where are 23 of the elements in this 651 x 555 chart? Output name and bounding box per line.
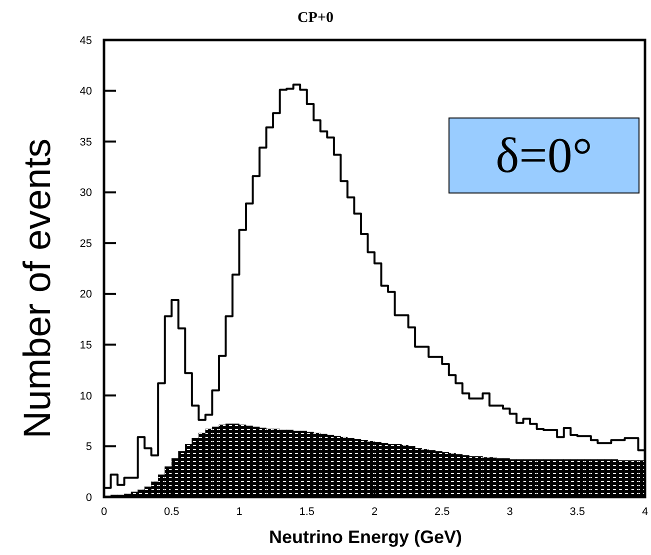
y-tick-label: 20 [80, 288, 92, 301]
y-tick-label: 40 [80, 86, 92, 98]
y-tick-label: 15 [80, 340, 92, 352]
x-tick-label: 2.5 [434, 506, 450, 518]
annotation: δ=0° [496, 127, 592, 183]
x-tick-label: 1.5 [299, 506, 315, 518]
x-tick-label: 1 [236, 506, 242, 518]
y-tick-label: 5 [86, 441, 92, 454]
x-tick-label: 2 [371, 506, 378, 518]
y-axis-title: Number of events [17, 138, 59, 438]
x-tick-label: 3.5 [570, 506, 586, 518]
x-axis-title: Neutrino Energy (GeV) [268, 527, 462, 547]
y-tick-label: 0 [86, 492, 92, 504]
y-tick-label: 35 [80, 136, 92, 148]
x-tick-label: 0 [100, 506, 108, 518]
y-tick-label: 25 [80, 238, 92, 250]
y-tick-label: 10 [80, 390, 92, 402]
y-tick-label: 30 [80, 187, 92, 200]
chart-title: CP+0 [297, 10, 334, 26]
x-tick-label: 4 [642, 506, 648, 518]
x-tick-label: 3 [506, 506, 513, 518]
y-tick-label: 45 [80, 34, 92, 47]
x-tick-label: 0.5 [164, 506, 180, 518]
